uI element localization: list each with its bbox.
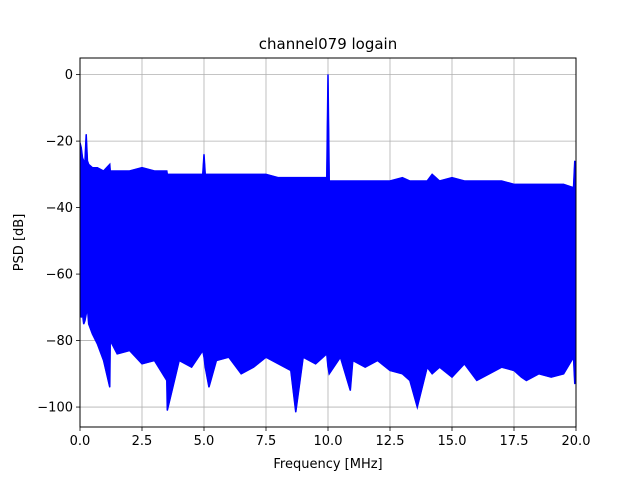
y-tick-label: −100 [37, 401, 73, 416]
psd-series-0 [80, 74, 576, 413]
x-tick-label: 17.5 [500, 434, 529, 449]
psd-lower-trace [80, 307, 576, 413]
chart-title: channel079 logain [259, 35, 398, 53]
x-tick-label: 5.0 [194, 434, 215, 449]
tick-layer: 0.0 2.5 5.0 7.5 10.0 12.5 15.0 17.5 20.0 0 −20 −40 −… [37, 68, 590, 449]
y-tick-label: −60 [46, 268, 73, 283]
x-tick-label: 15.0 [438, 434, 467, 449]
y-axis-title: PSD [dB] [12, 214, 27, 272]
series-layer [80, 74, 576, 413]
y-tick-label: −80 [46, 334, 73, 349]
x-axis-title: Frequency [MHz] [273, 457, 382, 472]
y-tick-label: 0 [65, 68, 73, 83]
x-tick-label: 12.5 [376, 434, 405, 449]
x-tick-label: 7.5 [256, 434, 277, 449]
x-tick-label: 10.0 [314, 434, 343, 449]
x-tick-label: 20.0 [562, 434, 591, 449]
y-tick-label: −20 [46, 135, 73, 150]
x-tick-label: 2.5 [132, 434, 153, 449]
x-tick-label: 0.0 [70, 434, 91, 449]
y-tick-label: −40 [46, 201, 73, 216]
psd-upper-trace [80, 74, 576, 189]
